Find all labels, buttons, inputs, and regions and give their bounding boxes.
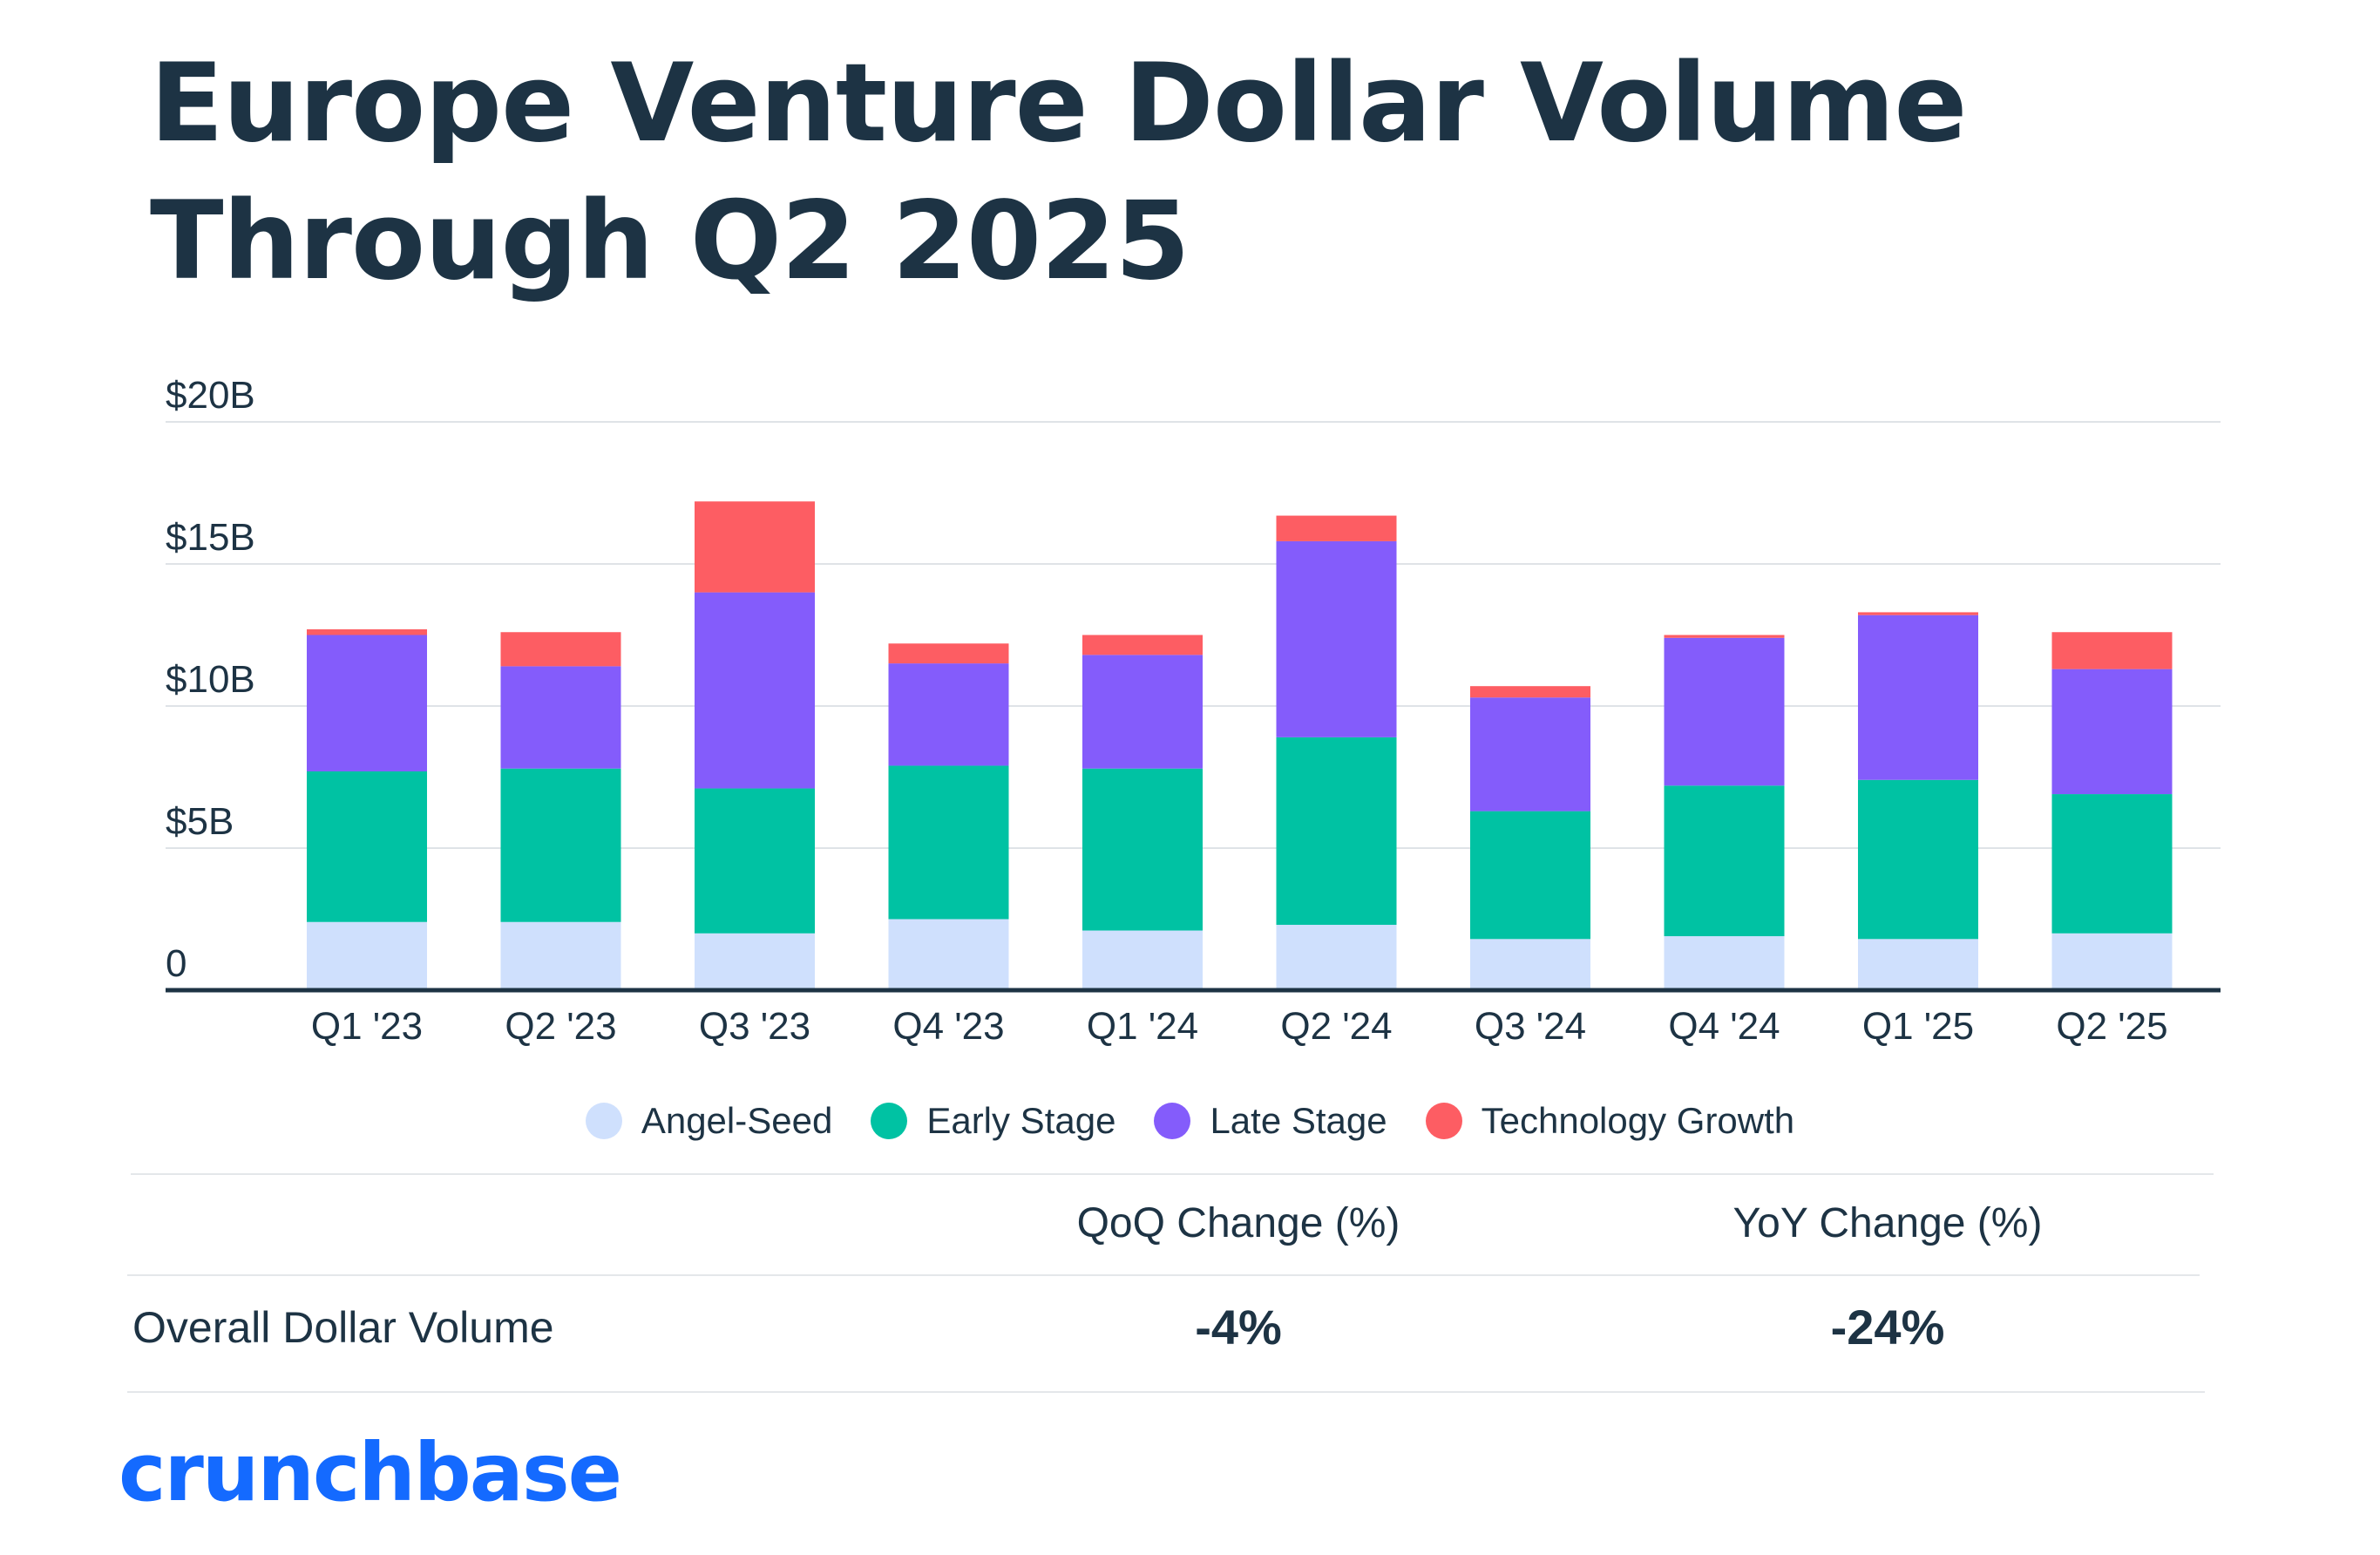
x-tick-label: Q3 '23: [699, 1005, 810, 1048]
bar-segment-early-stage: [1664, 785, 1785, 937]
legend-item-technology-growth: Technology Growth: [1425, 1100, 1795, 1142]
bar-segment-late-stage: [888, 663, 1009, 766]
bar-segment-technology-growth: [307, 628, 427, 635]
bar-segment-technology-growth: [695, 501, 815, 593]
bar-segment-early-stage: [500, 768, 621, 922]
y-tick-label: 0: [166, 942, 186, 985]
bar-segment-late-stage: [1276, 540, 1397, 737]
legend-label-early-stage: Early Stage: [926, 1100, 1116, 1141]
bar-segment-angel-seed: [1858, 939, 1978, 990]
bar-segment-technology-growth: [2051, 632, 2173, 669]
y-tick-label: $15B: [166, 516, 255, 559]
bar-segment-late-stage: [1858, 615, 1978, 780]
bar-segment-technology-growth: [1470, 686, 1590, 698]
x-tick-label: Q4 '23: [892, 1005, 1004, 1048]
bar-segment-technology-growth: [1276, 515, 1397, 541]
x-tick-label: Q4 '24: [1668, 1005, 1780, 1048]
row-label-overall-dollar-volume: Overall Dollar Volume: [132, 1303, 554, 1352]
bar-segment-angel-seed: [695, 933, 815, 990]
table-divider-middle: [127, 1274, 2200, 1276]
value-qoq-change: -4%: [1195, 1300, 1282, 1355]
bar-segment-early-stage: [888, 765, 1009, 920]
stacked-bar-chart: 0 $5B $10B $15B $20B Q1 '23 Q2 '23 Q3 '23 Q4 '23…: [166, 374, 2221, 1048]
y-tick-label: $10B: [166, 658, 255, 701]
bar-segment-angel-seed: [1276, 925, 1397, 990]
table-divider-top: [131, 1173, 2214, 1175]
x-tick-label: Q1 '23: [311, 1005, 423, 1048]
bar-segment-technology-growth: [500, 632, 621, 667]
chart-title: Europe Venture Dollar Volume Through Q2 …: [150, 41, 1967, 304]
y-tick-label: $20B: [166, 374, 255, 417]
bar-segment-early-stage: [1470, 811, 1590, 940]
legend-label-technology-growth: Technology Growth: [1481, 1100, 1795, 1141]
bar-segment-technology-growth: [1858, 612, 1978, 615]
bar-segment-late-stage: [2051, 669, 2173, 795]
bar-segment-early-stage: [307, 771, 427, 922]
bar-segment-angel-seed: [1082, 930, 1203, 990]
bar-segment-late-stage: [307, 635, 427, 771]
value-yoy-change: -24%: [1830, 1300, 1945, 1355]
bar-segment-late-stage: [1082, 655, 1203, 769]
column-header-yoy: YoY Change (%): [1732, 1200, 2043, 1246]
legend-label-late-stage: Late Stage: [1210, 1100, 1387, 1141]
bar-segment-angel-seed: [307, 921, 427, 990]
legend-item-angel-seed: Angel-Seed: [585, 1100, 833, 1142]
legend-item-early-stage: Early Stage: [871, 1100, 1115, 1142]
x-tick-label: Q1 '24: [1087, 1005, 1198, 1048]
bar-segment-technology-growth: [1082, 635, 1203, 655]
y-tick-label: $5B: [166, 800, 234, 843]
crunchbase-logo: crunchbase: [119, 1426, 622, 1519]
x-tick-label: Q1 '25: [1862, 1005, 1974, 1048]
bar-segment-angel-seed: [1470, 939, 1590, 990]
legend-swatch-angel-seed: [585, 1103, 622, 1139]
bar-segment-early-stage: [1082, 768, 1203, 931]
x-tick-label: Q3 '24: [1475, 1005, 1586, 1048]
bar-segment-angel-seed: [500, 921, 621, 990]
x-tick-label: Q2 '23: [505, 1005, 616, 1048]
bar-segment-angel-seed: [2051, 933, 2173, 990]
legend-label-angel-seed: Angel-Seed: [641, 1100, 833, 1141]
table-divider-bottom: [127, 1391, 2205, 1393]
bar-segment-angel-seed: [1664, 936, 1785, 990]
bar-segment-technology-growth: [1664, 635, 1785, 638]
bar-segment-early-stage: [2051, 794, 2173, 934]
legend-swatch-early-stage: [871, 1103, 908, 1139]
x-tick-label: Q2 '24: [1280, 1005, 1392, 1048]
chart-legend: Angel-Seed Early Stage Late Stage Techno…: [0, 1100, 2380, 1142]
x-tick-label: Q2 '25: [2056, 1005, 2167, 1048]
bar-segment-late-stage: [695, 592, 815, 789]
bar-segment-technology-growth: [888, 643, 1009, 664]
legend-swatch-technology-growth: [1425, 1103, 1462, 1139]
bar-segment-early-stage: [695, 788, 815, 934]
legend-item-late-stage: Late Stage: [1154, 1100, 1387, 1142]
bar-segment-angel-seed: [888, 919, 1009, 990]
bar-segment-late-stage: [1664, 637, 1785, 786]
bar-segment-early-stage: [1276, 737, 1397, 926]
bar-segment-early-stage: [1858, 779, 1978, 940]
legend-swatch-late-stage: [1154, 1103, 1191, 1139]
column-header-qoq: QoQ Change (%): [1076, 1200, 1400, 1246]
bar-segment-late-stage: [500, 666, 621, 769]
bar-segment-late-stage: [1470, 697, 1590, 811]
